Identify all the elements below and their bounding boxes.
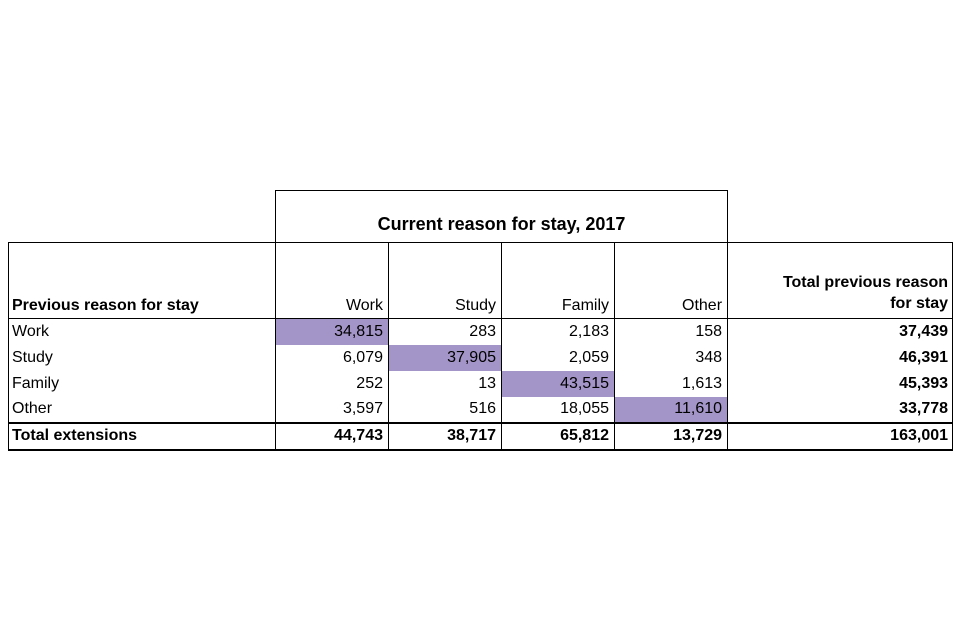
table-cell: 18,055 (501, 396, 615, 423)
table-cell-highlighted: 43,515 (501, 370, 615, 397)
column-header-total: Total previous reason for stay (727, 242, 954, 319)
table-cell: 158 (614, 318, 729, 345)
table-cell: 516 (388, 396, 502, 423)
row-total-cell: 46,391 (727, 344, 954, 371)
row-total-cell: 45,393 (727, 370, 954, 397)
table-cell: 6,079 (275, 344, 389, 371)
span-header-row: Current reason for stay, 2017 (9, 190, 953, 243)
table-row-family: Family 252 13 43,515 1,613 45,393 (8, 370, 954, 397)
table-cell: 348 (614, 344, 729, 371)
grand-total-cell: 163,001 (727, 421, 954, 451)
spacer-cell (9, 191, 276, 243)
column-header-other: Other (614, 242, 729, 319)
table-cell: 13 (388, 370, 502, 397)
row-label: Family (8, 370, 276, 397)
table-row-work: Work 34,815 283 2,183 158 37,439 (8, 318, 954, 345)
total-cell: 65,812 (501, 421, 615, 451)
total-cell: 13,729 (614, 421, 729, 451)
table-cell: 283 (388, 318, 502, 345)
extensions-table: Current reason for stay, 2017 Previous r… (8, 190, 954, 451)
total-row-label: Total extensions (8, 421, 276, 451)
column-header-row: Previous reason for stay Work Study Fami… (8, 242, 954, 319)
table-cell-highlighted: 37,905 (388, 344, 502, 371)
table-cell: 1,613 (614, 370, 729, 397)
table-cell-highlighted: 11,610 (614, 396, 729, 423)
row-label: Study (8, 344, 276, 371)
table-cell-highlighted: 34,815 (275, 318, 389, 345)
total-header-text: Total previous reason for stay (782, 273, 949, 313)
spacer-cell (728, 191, 953, 243)
row-dimension-header: Previous reason for stay (8, 242, 276, 319)
table-row-study: Study 6,079 37,905 2,059 348 46,391 (8, 344, 954, 371)
table-cell: 2,183 (501, 318, 615, 345)
table-cell: 3,597 (275, 396, 389, 423)
table-cell: 252 (275, 370, 389, 397)
column-header-family: Family (501, 242, 615, 319)
row-total-cell: 37,439 (727, 318, 954, 345)
column-header-study: Study (388, 242, 502, 319)
row-total-cell: 33,778 (727, 396, 954, 423)
column-header-work: Work (275, 242, 389, 319)
total-cell: 38,717 (388, 421, 502, 451)
table-title: Current reason for stay, 2017 (274, 190, 729, 243)
row-label: Other (8, 396, 276, 423)
total-cell: 44,743 (275, 421, 389, 451)
row-label: Work (8, 318, 276, 345)
table-cell: 2,059 (501, 344, 615, 371)
table-row-other: Other 3,597 516 18,055 11,610 33,778 (8, 396, 954, 423)
table-row-total-extensions: Total extensions 44,743 38,717 65,812 13… (8, 421, 954, 451)
